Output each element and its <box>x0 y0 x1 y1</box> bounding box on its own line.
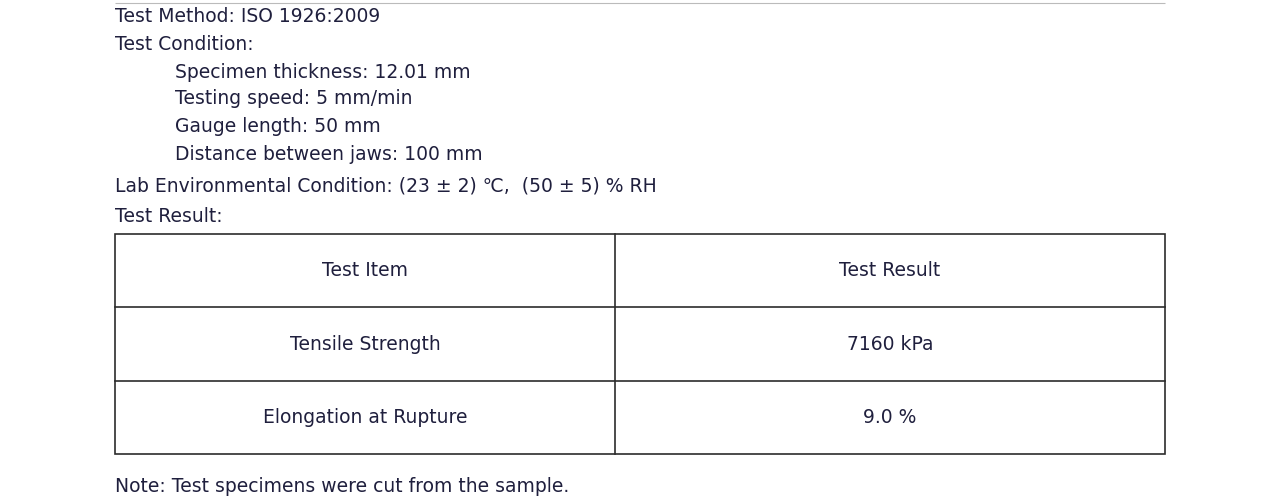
Text: Tensile Strength: Tensile Strength <box>289 335 440 353</box>
Text: Specimen thickness: 12.01 mm: Specimen thickness: 12.01 mm <box>175 62 471 82</box>
Text: Test Condition:: Test Condition: <box>115 34 253 53</box>
Text: Test Method: ISO 1926:2009: Test Method: ISO 1926:2009 <box>115 7 380 26</box>
Text: 9.0 %: 9.0 % <box>863 408 916 427</box>
Text: Testing speed: 5 mm/min: Testing speed: 5 mm/min <box>175 90 412 108</box>
Text: Test Item: Test Item <box>323 261 408 280</box>
Text: 7160 kPa: 7160 kPa <box>847 335 933 353</box>
Text: Elongation at Rupture: Elongation at Rupture <box>262 408 467 427</box>
Text: Lab Environmental Condition: (23 ± 2) ℃,  (50 ± 5) % RH: Lab Environmental Condition: (23 ± 2) ℃,… <box>115 176 657 196</box>
Text: Note: Test specimens were cut from the sample.: Note: Test specimens were cut from the s… <box>115 476 570 495</box>
Text: Distance between jaws: 100 mm: Distance between jaws: 100 mm <box>175 145 483 163</box>
Bar <box>115 234 1165 454</box>
Text: Test Result:: Test Result: <box>115 207 223 225</box>
Text: Test Result: Test Result <box>840 261 941 280</box>
Text: Gauge length: 50 mm: Gauge length: 50 mm <box>175 117 380 137</box>
